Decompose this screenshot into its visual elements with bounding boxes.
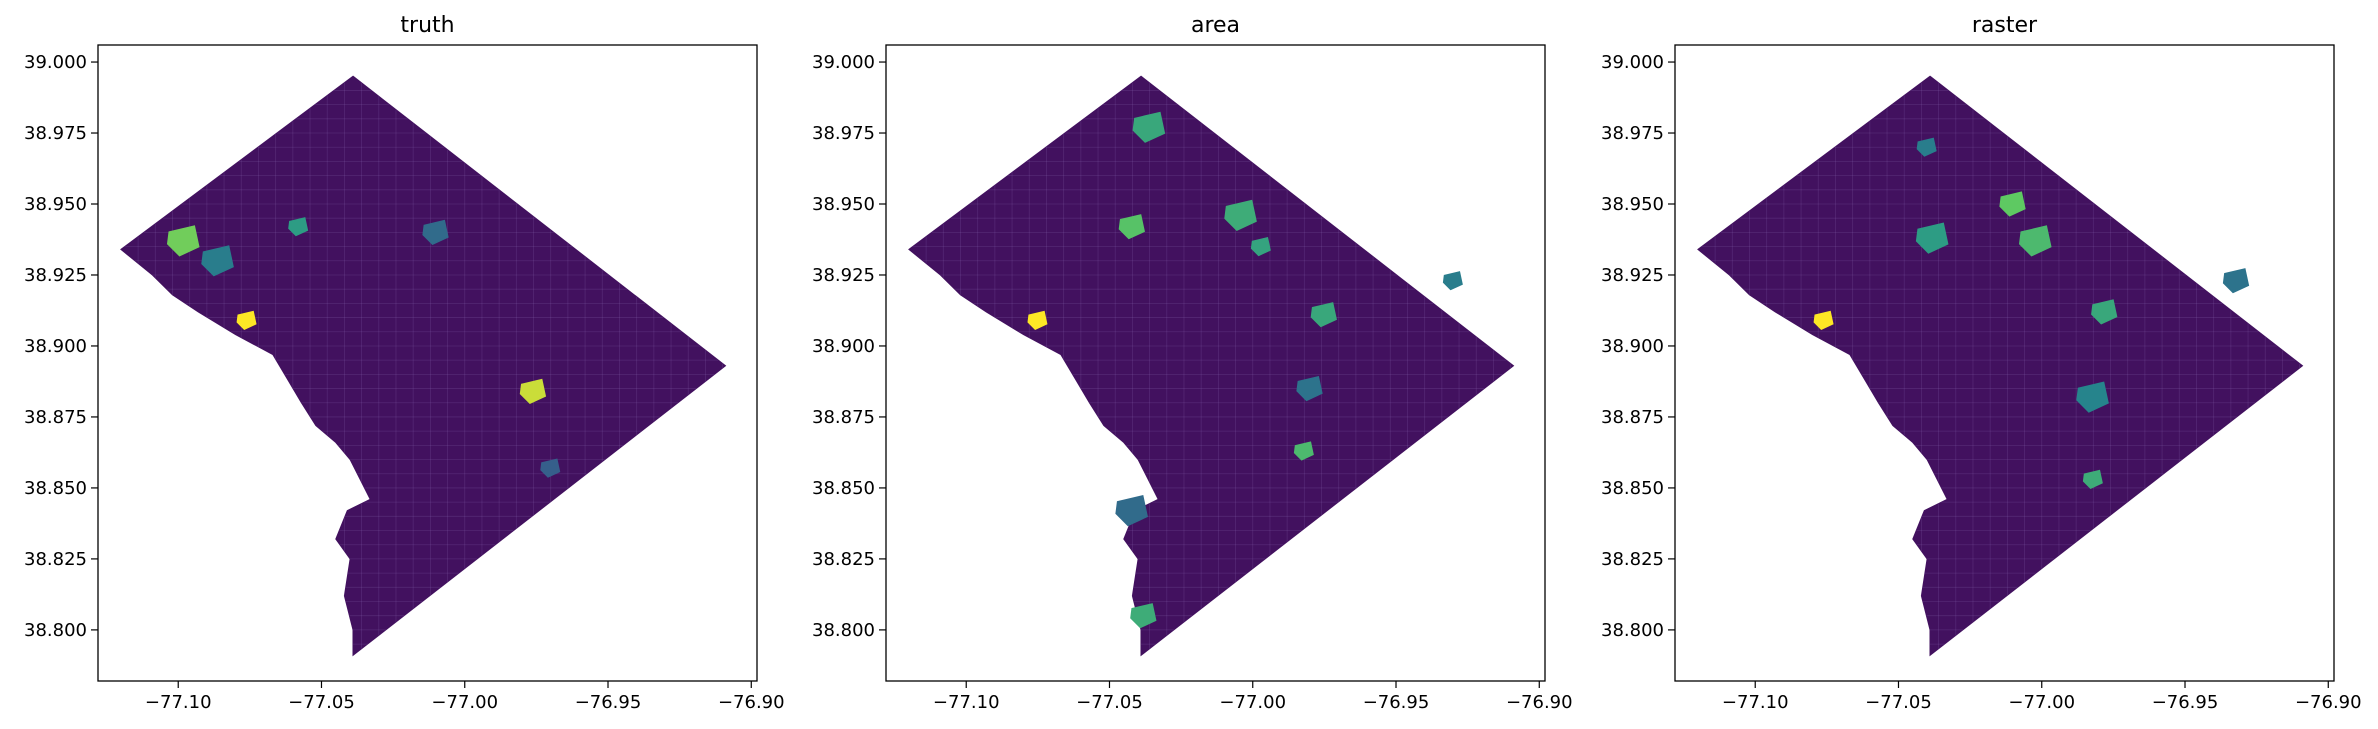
y-tick-label: 38.825 xyxy=(812,549,875,570)
tract-3 xyxy=(1293,441,1314,461)
y-tick-label: 38.925 xyxy=(24,265,87,286)
x-tick-label: −76.90 xyxy=(2295,692,2362,713)
y-tick-label: 38.950 xyxy=(812,194,875,215)
tract-0 xyxy=(1813,310,1834,331)
y-tick-label: 38.850 xyxy=(1601,478,1664,499)
y-tick-label: 38.900 xyxy=(1601,336,1664,357)
y-tick-label: 38.950 xyxy=(24,194,87,215)
tract-6 xyxy=(540,458,561,478)
axes-frame xyxy=(97,44,758,682)
x-tick-label: −77.10 xyxy=(145,692,212,713)
map-boundary xyxy=(120,75,727,657)
x-tick-label: −77.00 xyxy=(1219,692,1286,713)
tract-5 xyxy=(201,245,234,277)
x-tick-label: −77.05 xyxy=(288,692,355,713)
axes-frame xyxy=(1674,44,2335,682)
subplot-title: area xyxy=(1191,13,1240,38)
x-tick-label: −77.10 xyxy=(1722,692,1789,713)
tract-2 xyxy=(1132,111,1166,143)
y-tick-label: 38.950 xyxy=(1601,194,1664,215)
tract-5 xyxy=(1915,222,1949,254)
tract-9 xyxy=(1442,271,1463,291)
tract-5 xyxy=(1224,199,1257,232)
x-tick-label: −77.05 xyxy=(1865,692,1932,713)
y-tick-label: 38.925 xyxy=(1601,265,1664,286)
tract-3 xyxy=(2082,469,2103,490)
x-tick-label: −77.00 xyxy=(431,692,498,713)
y-tick-label: 38.850 xyxy=(24,478,87,499)
subplot-raster: raster −77.10 −77.05 −77.00 −76.95 −76.90 38.8… xyxy=(1601,13,2362,713)
x-tick-label: −76.90 xyxy=(1506,692,1573,713)
tract-10 xyxy=(1296,375,1323,402)
y-tick-label: 38.800 xyxy=(24,620,87,641)
tract-4 xyxy=(422,219,449,246)
tract-7 xyxy=(1310,302,1337,328)
x-tick-label: −77.00 xyxy=(2008,692,2075,713)
subplot-truth: truth −77.10 −77.05 −77.00 −76.95 −76.90 38.80… xyxy=(24,13,785,713)
y-tick-label: 38.800 xyxy=(812,620,875,641)
subplot-area: area −77.10 −77.05 −77.00 −76.95 −76.90 38.800… xyxy=(812,13,1573,713)
tract-6 xyxy=(1250,236,1271,257)
tract-4 xyxy=(1118,214,1145,240)
map-boundary xyxy=(1697,75,2304,657)
tract-6 xyxy=(1916,137,1937,157)
tract-1 xyxy=(1999,191,2026,217)
y-tick-label: 38.900 xyxy=(812,336,875,357)
y-tick-label: 38.875 xyxy=(812,407,875,428)
x-tick-label: −77.10 xyxy=(933,692,1000,713)
y-tick-label: 38.850 xyxy=(812,478,875,499)
tract-2 xyxy=(2018,225,2052,257)
map-boundary xyxy=(908,75,1515,657)
y-tick-label: 38.975 xyxy=(812,123,875,144)
y-tick-label: 38.825 xyxy=(24,549,87,570)
tract-1 xyxy=(519,378,547,405)
tract-0 xyxy=(1027,310,1048,331)
tract-0 xyxy=(236,310,257,331)
x-tick-label: −76.90 xyxy=(718,692,785,713)
tract-8 xyxy=(1115,494,1148,527)
y-tick-label: 39.000 xyxy=(24,52,87,73)
tract-7 xyxy=(2222,268,2250,294)
y-tick-label: 39.000 xyxy=(812,52,875,73)
y-tick-label: 38.875 xyxy=(24,407,87,428)
tract-2 xyxy=(166,225,200,257)
y-tick-label: 38.975 xyxy=(24,123,87,144)
axes-frame xyxy=(885,44,1546,682)
tract-3 xyxy=(288,217,309,237)
tract-1 xyxy=(1130,603,1157,629)
y-tick-label: 38.925 xyxy=(812,265,875,286)
y-tick-label: 39.000 xyxy=(1601,52,1664,73)
tract-8 xyxy=(2076,381,2109,413)
y-tick-label: 38.875 xyxy=(1601,407,1664,428)
x-tick-label: −76.95 xyxy=(2152,692,2219,713)
x-tick-label: −77.05 xyxy=(1076,692,1143,713)
x-tick-label: −76.95 xyxy=(575,692,642,713)
y-tick-label: 38.800 xyxy=(1601,620,1664,641)
subplot-title: truth xyxy=(400,13,454,38)
subplot-title: raster xyxy=(1972,13,2038,38)
y-tick-label: 38.825 xyxy=(1601,549,1664,570)
tract-4 xyxy=(2091,299,2118,325)
y-tick-label: 38.900 xyxy=(24,336,87,357)
y-tick-label: 38.975 xyxy=(1601,123,1664,144)
x-tick-label: −76.95 xyxy=(1363,692,1430,713)
